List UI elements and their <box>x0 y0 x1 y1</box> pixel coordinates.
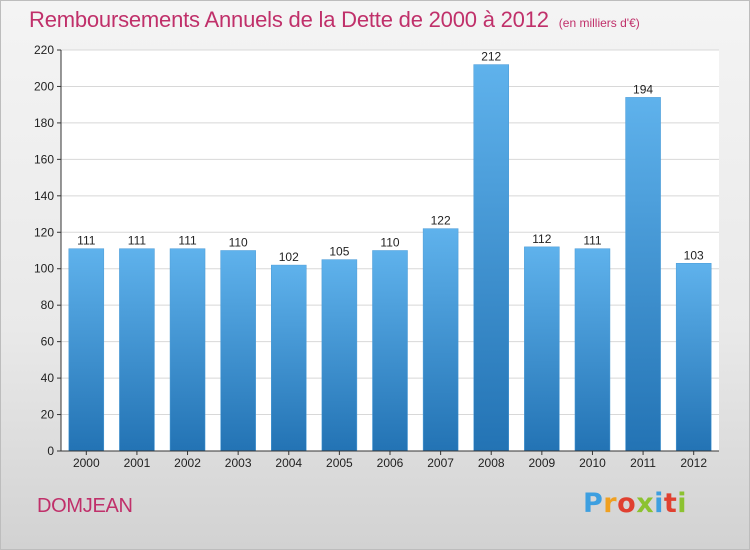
bar <box>524 246 560 452</box>
logo-letter: t <box>663 488 678 519</box>
y-tick-label: 60 <box>41 335 55 349</box>
y-tick-label: 20 <box>41 408 55 422</box>
proxiti-logo: Proxiti <box>583 488 687 519</box>
y-tick-label: 180 <box>34 116 54 130</box>
x-tick-label: 2002 <box>174 456 201 470</box>
bar-value-label: 212 <box>481 50 501 64</box>
bar <box>321 259 358 452</box>
x-tick-label: 2010 <box>579 456 606 470</box>
bar <box>220 250 256 452</box>
bar <box>422 228 459 452</box>
x-tick-label: 2003 <box>225 456 252 470</box>
x-tick-label: 2011 <box>630 456 656 470</box>
chart-subtitle: (en milliers d'€) <box>558 16 640 30</box>
y-tick-label: 160 <box>34 152 54 166</box>
bar-value-label: 102 <box>279 250 299 264</box>
bar <box>372 250 408 452</box>
x-tick-label: 2001 <box>124 456 151 470</box>
logo-letter: P <box>583 488 604 519</box>
bar <box>625 97 661 452</box>
logo-letter: x <box>636 488 655 519</box>
bar <box>574 248 611 452</box>
logo-letter: r <box>603 488 618 519</box>
chart-title: Remboursements Annuels de la Dette de 20… <box>29 7 640 33</box>
x-tick-label: 2005 <box>326 456 353 470</box>
x-tick-label: 2007 <box>427 456 454 470</box>
bar <box>271 264 307 452</box>
y-tick-label: 100 <box>34 262 54 276</box>
logo-letter: i <box>654 488 664 519</box>
bar-value-label: 112 <box>532 232 551 246</box>
town-name: DOMJEAN <box>37 495 133 517</box>
bar <box>169 248 206 452</box>
bar <box>119 248 155 452</box>
logo-letter: o <box>617 488 637 519</box>
bar <box>68 248 105 452</box>
bar-value-label: 105 <box>329 245 349 259</box>
bar-value-label: 122 <box>431 214 451 228</box>
x-tick-label: 2004 <box>275 456 302 470</box>
y-tick-label: 220 <box>34 43 54 57</box>
x-tick-label: 2006 <box>377 456 404 470</box>
y-tick-label: 40 <box>41 371 55 385</box>
x-tick-label: 2008 <box>478 456 505 470</box>
bar-value-label: 110 <box>380 236 399 250</box>
bar-value-label: 194 <box>633 82 653 96</box>
y-tick-label: 140 <box>34 189 54 203</box>
x-tick-label: 2009 <box>528 456 555 470</box>
y-tick-label: 80 <box>41 298 55 312</box>
y-tick-label: 200 <box>34 79 54 93</box>
chart-title-text: Remboursements Annuels de la Dette de 20… <box>29 7 549 32</box>
bar-value-label: 111 <box>178 234 197 248</box>
bar <box>675 263 712 452</box>
bar-value-label: 111 <box>128 234 147 248</box>
x-tick-label: 2000 <box>73 456 100 470</box>
bar-value-label: 110 <box>229 236 248 250</box>
bar-value-label: 111 <box>77 234 96 248</box>
bar <box>473 64 509 452</box>
y-tick-label: 0 <box>47 444 54 458</box>
y-tick-label: 120 <box>34 225 54 239</box>
x-tick-label: 2012 <box>680 456 707 470</box>
logo-letter: i <box>677 488 688 519</box>
bar-value-label: 103 <box>684 248 704 262</box>
bar-value-label: 111 <box>583 234 602 248</box>
